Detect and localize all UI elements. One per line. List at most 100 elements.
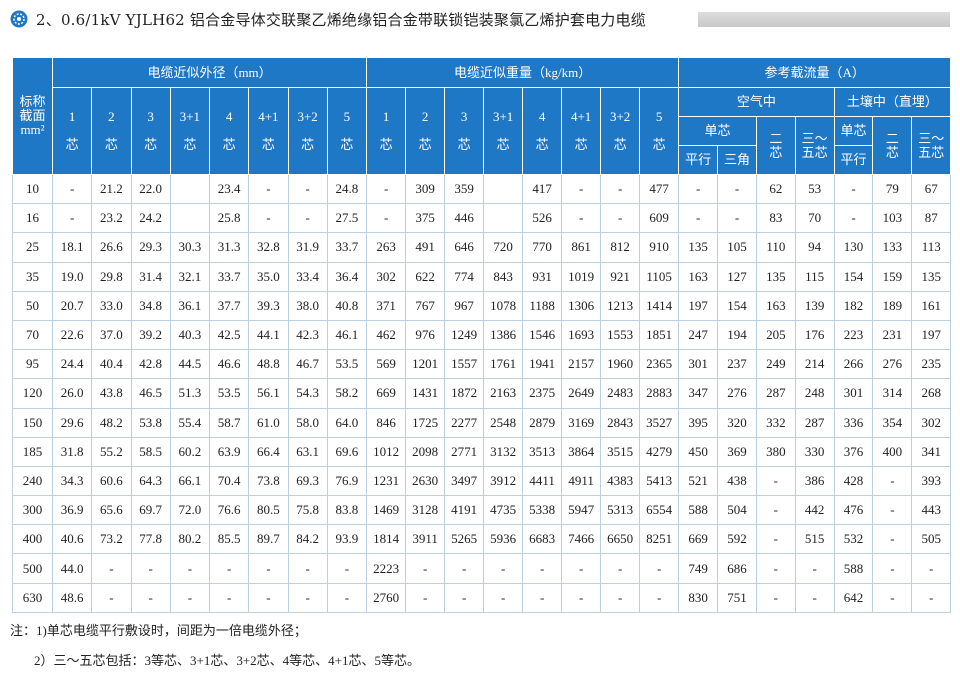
data-cell: 2163 xyxy=(483,378,524,409)
header-line: 芯 xyxy=(418,137,432,152)
data-cell: 720 xyxy=(483,232,524,263)
data-cell: 830 xyxy=(678,582,719,613)
header-line: 标称 xyxy=(19,94,46,109)
data-cell: - xyxy=(794,582,835,613)
data-cell: 1414 xyxy=(639,290,680,321)
data-cell: 163 xyxy=(678,261,719,292)
data-cell: 79 xyxy=(872,173,913,205)
data-cell: 770 xyxy=(522,232,563,263)
data-cell: 36.1 xyxy=(169,290,211,321)
header-line: 芯 xyxy=(379,137,393,152)
data-cell: 29.6 xyxy=(51,407,93,438)
data-cell: - xyxy=(130,582,171,613)
data-cell: 76.6 xyxy=(208,495,250,526)
data-cell: 48.6 xyxy=(51,582,93,613)
data-cell: - xyxy=(169,582,211,613)
data-cell: - xyxy=(405,582,446,613)
data-cell: 504 xyxy=(717,495,757,526)
data-cell xyxy=(483,203,524,234)
data-cell: 29.8 xyxy=(91,261,132,292)
data-cell: 39.3 xyxy=(248,290,289,321)
data-cell: 93.9 xyxy=(326,524,368,555)
header-cell: 三～ 五芯 xyxy=(911,116,952,175)
data-cell: - xyxy=(483,582,524,613)
data-cell: 1201 xyxy=(405,349,446,380)
data-cell: - xyxy=(51,203,93,234)
header-cell: 3+1 芯 xyxy=(483,87,524,175)
data-cell: 967 xyxy=(444,290,485,321)
data-cell: 4383 xyxy=(600,465,641,497)
data-cell: 33.7 xyxy=(208,261,250,292)
data-cell: 46.6 xyxy=(208,349,250,380)
data-cell: 31.8 xyxy=(51,436,93,467)
data-cell: 931 xyxy=(522,261,563,292)
data-cell: - xyxy=(208,582,250,613)
data-cell xyxy=(483,173,524,205)
data-row: 185 31.8 55.2 58.5 60.2 63.9 66.4 63.1 69.6 1012 2… xyxy=(12,436,952,467)
data-cell: 5265 xyxy=(444,524,485,555)
data-cell: 84.2 xyxy=(287,524,328,555)
data-cell: 182 xyxy=(833,290,874,321)
data-cell: 54.3 xyxy=(287,378,328,409)
data-cell: - xyxy=(755,465,796,497)
data-row: 300 36.9 65.6 69.7 72.0 76.6 80.5 75.8 83.8 1469 3… xyxy=(12,495,952,526)
data-cell: 5936 xyxy=(483,524,524,555)
header-cell: 空气中 xyxy=(678,87,835,117)
data-cell: 646 xyxy=(444,232,485,263)
data-cell: 237 xyxy=(717,349,757,380)
data-cell: - xyxy=(130,553,171,584)
data-cell: 2548 xyxy=(483,407,524,438)
data-cell: 110 xyxy=(755,232,796,263)
data-cell: 375 xyxy=(405,203,446,234)
data-cell: 1546 xyxy=(522,319,563,351)
data-cell: 843 xyxy=(483,261,524,292)
data-cell: 85.5 xyxy=(208,524,250,555)
data-cell: 438 xyxy=(717,465,757,497)
data-cell: 58.5 xyxy=(130,436,171,467)
data-cell: 301 xyxy=(678,349,719,380)
title-icon xyxy=(10,10,28,28)
data-cell: 31.4 xyxy=(130,261,171,292)
data-cell: 2771 xyxy=(444,436,485,467)
data-cell: 69.3 xyxy=(287,465,328,497)
data-cell: 20.7 xyxy=(51,290,93,321)
data-cell: - xyxy=(911,582,952,613)
data-cell: 812 xyxy=(600,232,641,263)
data-cell: 64.3 xyxy=(130,465,171,497)
data-cell: 135 xyxy=(755,261,796,292)
data-cell: 40.6 xyxy=(51,524,93,555)
data-cell: 6683 xyxy=(522,524,563,555)
data-cell: 266 xyxy=(833,349,874,380)
header-row: 平行 三角 平行 xyxy=(13,145,951,175)
data-cell: 46.5 xyxy=(130,378,171,409)
header-line: 4+1 xyxy=(570,109,592,124)
header-line: 1 xyxy=(382,109,390,124)
header-cell: 标称 截面 mm² xyxy=(12,57,53,175)
data-cell: 314 xyxy=(872,378,913,409)
data-cell: 332 xyxy=(755,407,796,438)
data-cell: 42.5 xyxy=(208,319,250,351)
data-cell: 154 xyxy=(717,290,757,321)
data-cell: 3864 xyxy=(561,436,602,467)
header-line: 芯 xyxy=(457,137,471,152)
data-cell: - xyxy=(522,582,563,613)
header-line: 4 xyxy=(225,109,233,124)
header-cell: 单芯 xyxy=(678,116,757,146)
header-line: 3+1 xyxy=(492,109,514,124)
data-cell: 751 xyxy=(717,582,757,613)
data-cell: 376 xyxy=(833,436,874,467)
section-cell: 400 xyxy=(12,524,53,555)
data-cell: 1019 xyxy=(561,261,602,292)
data-cell: 30.3 xyxy=(169,232,211,263)
data-cell: 33.0 xyxy=(91,290,132,321)
data-cell: 450 xyxy=(678,436,719,467)
data-cell: - xyxy=(248,173,289,205)
data-cell: 21.2 xyxy=(91,173,132,205)
data-cell: 2098 xyxy=(405,436,446,467)
data-cell: 588 xyxy=(678,495,719,526)
header-line: 芯 xyxy=(613,137,627,152)
data-cell: 1557 xyxy=(444,349,485,380)
